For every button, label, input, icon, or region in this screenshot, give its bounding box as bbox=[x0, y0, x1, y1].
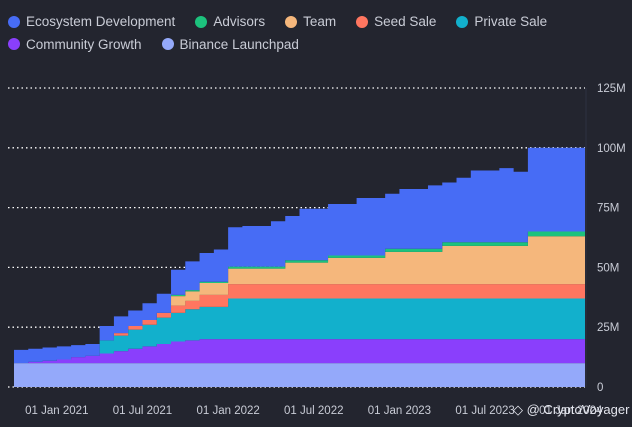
x-tick-label: 01 Jan 2021 bbox=[25, 405, 88, 417]
area-binance-launchpad[interactable] bbox=[14, 363, 585, 387]
legend-label: Binance Launchpad bbox=[179, 36, 299, 52]
x-tick-label: 01 Jan 2022 bbox=[196, 405, 259, 417]
legend-label: Team bbox=[303, 14, 337, 29]
x-tick-label: 01 Jan 2023 bbox=[368, 405, 431, 417]
chart-legend: Ecosystem Development Advisors Team Seed Sa… bbox=[8, 11, 628, 56]
legend-item[interactable]: Advisors bbox=[195, 11, 265, 32]
legend-dot-icon bbox=[456, 15, 469, 28]
y-tick-label: 100M bbox=[597, 143, 626, 155]
legend-dot-icon bbox=[8, 38, 20, 50]
x-tick-label: 01 Jul 2022 bbox=[284, 405, 343, 417]
x-tick-label: 01 Jul 2023 bbox=[455, 405, 514, 417]
y-tick-label: 50M bbox=[597, 262, 619, 274]
legend-dot-icon bbox=[161, 38, 174, 50]
watermark: ◇ @ CryptoVoyager bbox=[513, 402, 629, 418]
x-tick-label: 01 Jul 2021 bbox=[113, 405, 172, 417]
legend-dot-icon bbox=[285, 15, 298, 28]
legend-dot-icon bbox=[195, 15, 208, 28]
legend-item[interactable]: Ecosystem Development bbox=[8, 11, 175, 32]
y-tick-label: 25M bbox=[597, 322, 619, 334]
x-tick-label: 01 Jan 2024 bbox=[539, 405, 603, 417]
legend-label: Private Sale bbox=[474, 14, 548, 29]
y-tick-label: 75M bbox=[597, 203, 619, 215]
legend-label: Advisors bbox=[213, 14, 266, 29]
area-seed-sale[interactable] bbox=[14, 284, 585, 364]
y-tick-label: 125M bbox=[597, 83, 626, 95]
y-tick-label: 0 bbox=[597, 382, 603, 394]
area-ecosystem-development[interactable] bbox=[14, 147, 585, 364]
area-private-sale[interactable] bbox=[14, 298, 585, 364]
legend-item[interactable]: Seed Sale bbox=[356, 11, 436, 32]
legend-item[interactable]: Private Sale bbox=[456, 11, 547, 32]
legend-label: Seed Sale bbox=[374, 14, 437, 29]
legend-item[interactable]: Community Growth bbox=[8, 34, 142, 55]
legend-item[interactable]: Binance Launchpad bbox=[161, 34, 299, 55]
watermark-text: @ CryptoVoyager bbox=[526, 402, 630, 417]
legend-label: Ecosystem Development bbox=[26, 14, 176, 29]
legend-dot-icon bbox=[356, 15, 369, 28]
binance-logo-icon: ◇ bbox=[513, 402, 523, 417]
legend-dot-icon bbox=[8, 15, 20, 28]
legend-label: Community Growth bbox=[26, 36, 142, 52]
area-advisors[interactable] bbox=[14, 231, 585, 364]
area-team[interactable] bbox=[14, 236, 585, 364]
legend-item[interactable]: Team bbox=[285, 11, 336, 32]
